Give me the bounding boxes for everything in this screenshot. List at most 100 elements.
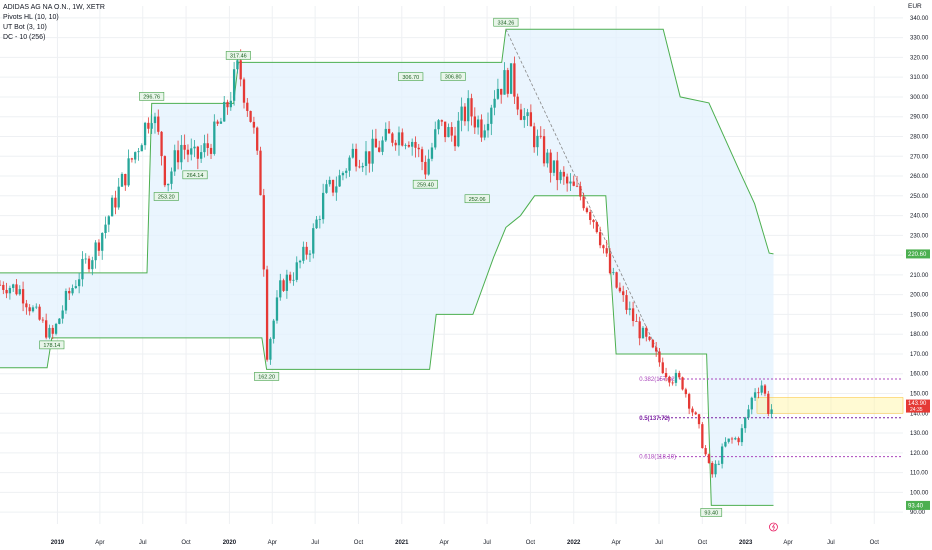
candle-body bbox=[249, 110, 252, 122]
candle-body bbox=[730, 438, 734, 440]
candle-body bbox=[615, 272, 618, 288]
candle-body bbox=[711, 462, 714, 475]
candle-body bbox=[21, 289, 25, 304]
donchian-channel-fill bbox=[0, 29, 774, 506]
candle-body bbox=[424, 161, 427, 175]
candle-body bbox=[467, 98, 470, 122]
candle-body bbox=[295, 262, 298, 280]
candle-body bbox=[150, 123, 153, 129]
candle-body bbox=[48, 327, 51, 338]
candle-body bbox=[81, 258, 84, 280]
candle-body bbox=[602, 245, 605, 249]
candle-body bbox=[35, 306, 38, 308]
candle-body bbox=[394, 142, 397, 146]
candle-body bbox=[707, 454, 711, 463]
candle-body bbox=[434, 129, 437, 148]
candle-body bbox=[651, 339, 655, 348]
candle-body bbox=[54, 323, 58, 334]
candle-body bbox=[315, 219, 318, 229]
candle-body bbox=[124, 173, 127, 186]
candle-body bbox=[163, 156, 167, 186]
currency-label: EUR bbox=[908, 3, 922, 10]
candle-body bbox=[767, 393, 770, 414]
candle-body bbox=[25, 303, 28, 308]
pivot-label: 296.76 bbox=[143, 95, 160, 101]
price-label-sub: 24:35 bbox=[910, 407, 923, 413]
candle-body bbox=[374, 138, 378, 148]
candle-body bbox=[41, 319, 45, 321]
x-tick-label: Oct bbox=[181, 540, 191, 546]
candle-body bbox=[229, 100, 232, 108]
candle-body bbox=[605, 248, 608, 254]
candle-body bbox=[282, 280, 285, 291]
candle-body bbox=[539, 135, 542, 137]
candle-body bbox=[216, 121, 219, 124]
candle-body bbox=[368, 151, 371, 164]
pivot-label: 317.46 bbox=[230, 54, 247, 60]
candle-body bbox=[378, 147, 381, 152]
pivot-label: 93.40 bbox=[704, 511, 718, 517]
candle-body bbox=[714, 463, 717, 475]
candle-body bbox=[190, 148, 193, 155]
price-label: 143.90 bbox=[908, 401, 927, 407]
x-tick-label: Apr bbox=[95, 540, 104, 546]
candle-body bbox=[68, 291, 71, 294]
candle-body bbox=[64, 291, 68, 311]
y-tick-label: 120.00 bbox=[910, 451, 929, 457]
candle-body bbox=[430, 147, 434, 159]
candle-body bbox=[582, 196, 585, 209]
candle-body bbox=[325, 184, 328, 193]
candle-body bbox=[628, 308, 631, 310]
candle-body bbox=[269, 338, 272, 360]
candle-body bbox=[763, 385, 767, 394]
price-label-box bbox=[906, 249, 930, 259]
y-tick-label: 330.00 bbox=[910, 36, 929, 42]
pivot-label: 334.26 bbox=[497, 20, 514, 26]
candle-body bbox=[193, 146, 196, 149]
lightning-icon bbox=[771, 523, 775, 531]
pivot-label: 306.80 bbox=[445, 75, 462, 81]
candle-body bbox=[684, 389, 688, 395]
candle-body bbox=[556, 160, 559, 181]
candle-body bbox=[645, 327, 648, 337]
pivot-label-box bbox=[153, 192, 179, 201]
y-tick-label: 300.00 bbox=[910, 95, 929, 101]
candle-body bbox=[562, 171, 565, 177]
candle-body bbox=[720, 446, 724, 464]
candle-body bbox=[305, 246, 308, 255]
price-label: 220.60 bbox=[908, 252, 927, 258]
candle-body bbox=[213, 121, 216, 154]
candle-body bbox=[671, 382, 674, 384]
candle-body bbox=[153, 116, 157, 124]
candle-body bbox=[641, 327, 645, 339]
y-tick-label: 170.00 bbox=[910, 352, 929, 358]
candle-body bbox=[94, 242, 97, 261]
candle-body bbox=[470, 98, 473, 117]
candle-body bbox=[298, 260, 302, 263]
price-label-box bbox=[906, 500, 930, 510]
pivot-label: 264.14 bbox=[187, 173, 204, 179]
y-tick-label: 340.00 bbox=[910, 16, 929, 22]
candle-body bbox=[272, 320, 275, 339]
candle-body bbox=[724, 441, 727, 447]
candle-body bbox=[664, 373, 668, 377]
fib-level-label: 0.618(118.10) bbox=[639, 455, 676, 461]
candle-body bbox=[608, 253, 612, 274]
y-tick-label: 200.00 bbox=[910, 293, 929, 299]
price-label-box bbox=[906, 399, 930, 413]
x-tick-label: 2019 bbox=[51, 540, 65, 546]
candle-body bbox=[259, 150, 262, 196]
candle-body bbox=[506, 70, 509, 94]
candle-body bbox=[414, 141, 417, 148]
y-tick-label: 230.00 bbox=[910, 233, 929, 239]
candle-body bbox=[137, 151, 140, 153]
candle-body bbox=[760, 385, 763, 393]
candle-body bbox=[203, 143, 206, 153]
candle-body bbox=[318, 219, 321, 221]
candle-body bbox=[45, 320, 48, 338]
pivot-label-box bbox=[225, 51, 251, 60]
candle-body bbox=[460, 106, 463, 121]
candle-body bbox=[704, 448, 707, 455]
candle-body bbox=[262, 195, 265, 270]
